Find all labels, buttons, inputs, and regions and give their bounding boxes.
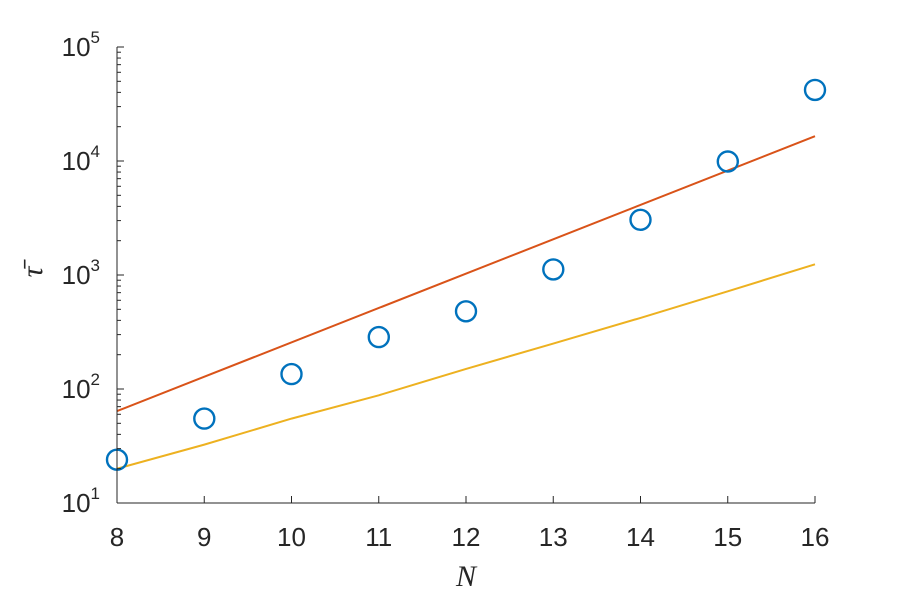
- y-tick-label: 102: [62, 370, 100, 404]
- x-tick-label: 12: [452, 522, 481, 552]
- data-point: [803, 78, 827, 102]
- x-tick-label: 16: [801, 522, 830, 552]
- axes: [116, 47, 815, 504]
- x-axis-title: N: [455, 560, 478, 593]
- data-point: [280, 362, 303, 386]
- y-tick-label: 105: [62, 28, 100, 62]
- data-point: [542, 258, 565, 281]
- ticks: 8 9 10 11 12 13 14 15 16 101 102 103 104 105: [62, 28, 830, 552]
- data-point: [367, 325, 390, 349]
- x-tick-label: 14: [626, 522, 655, 552]
- data-point: [454, 300, 478, 323]
- data-point: [716, 150, 739, 173]
- plot-area: [105, 78, 827, 471]
- series-line-2: [116, 263, 816, 470]
- y-tick-label: 103: [62, 256, 100, 290]
- series-line-1: [116, 135, 816, 413]
- y-tick-label: 104: [62, 142, 100, 176]
- x-tick-label: 10: [277, 522, 306, 552]
- y-tick-label: 101: [62, 484, 100, 518]
- y-axis-title: τ̄: [16, 259, 49, 278]
- data-point: [629, 208, 652, 232]
- x-tick-label: 13: [539, 522, 568, 552]
- data-point: [193, 407, 216, 430]
- x-tick-label: 11: [365, 522, 392, 552]
- x-tick-label: 8: [110, 522, 124, 552]
- x-tick-label: 9: [197, 522, 211, 552]
- x-tick-label: 15: [713, 522, 742, 552]
